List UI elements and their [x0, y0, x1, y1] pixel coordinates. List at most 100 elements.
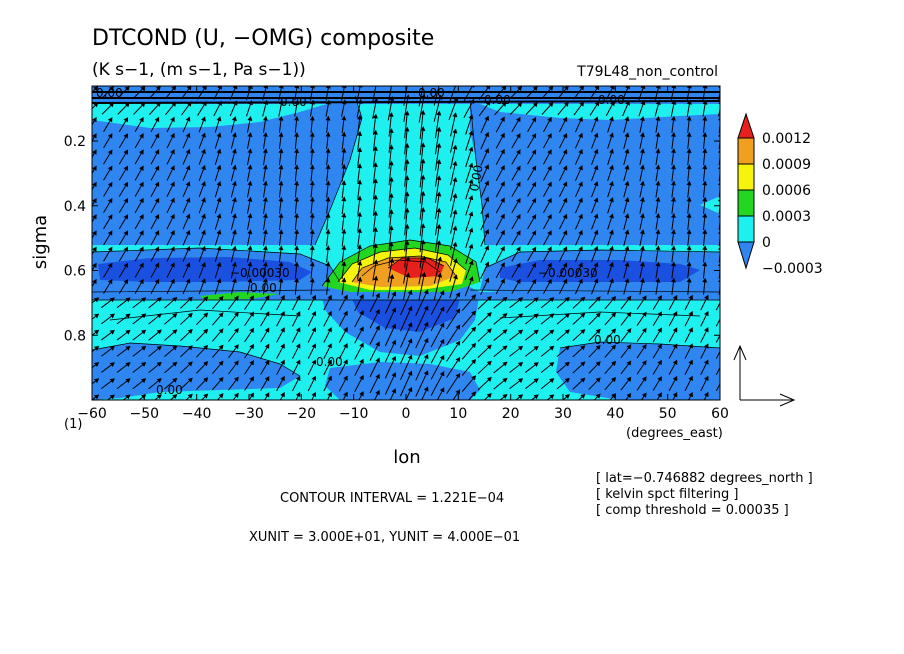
- contour-label: 0.00: [250, 281, 277, 295]
- wind-arrow-head: [624, 277, 630, 284]
- wind-arrow-head: [670, 229, 676, 235]
- wind-arrow-head: [564, 329, 570, 335]
- wind-arrow-head: [407, 354, 413, 360]
- wind-arrow-head: [702, 115, 708, 121]
- wind-arrow-head: [639, 245, 645, 251]
- wind-arrow-head: [357, 276, 363, 282]
- wind-arrow-head: [468, 195, 474, 201]
- wind-arrow-head: [170, 246, 175, 252]
- wind-arrow-head: [719, 362, 720, 363]
- wind-arrow-head: [655, 164, 661, 170]
- wind-arrow-head: [139, 149, 144, 155]
- wind-arrow-head: [423, 289, 429, 295]
- wind-arrow-head: [203, 393, 209, 399]
- wind-arrow: [384, 340, 396, 363]
- wind-arrow-head: [562, 197, 568, 203]
- wind-arrow-head: [249, 392, 255, 398]
- wind-arrow-head: [247, 196, 253, 202]
- wind-arrow: [450, 113, 457, 137]
- wind-arrow: [715, 334, 720, 343]
- wind-arrow: [419, 175, 424, 204]
- wind-arrow-head: [641, 311, 647, 317]
- wind-arrow-head: [420, 158, 426, 164]
- wind-arrow-head: [325, 115, 331, 121]
- wind-arrow-head: [262, 132, 268, 138]
- wind-arrow-head: [562, 213, 568, 220]
- wind-arrow-head: [185, 262, 191, 268]
- wind-arrow-head: [375, 292, 380, 299]
- wind-arrow: [430, 290, 445, 315]
- wind-arrow-head: [452, 112, 458, 118]
- x-axis-units: (degrees_east): [626, 426, 723, 441]
- wind-arrow-head: [391, 372, 397, 378]
- contour-line: [92, 289, 720, 293]
- wind-arrow-head: [515, 214, 521, 220]
- wind-arrow: [419, 191, 424, 220]
- wind-arrow-head: [455, 389, 461, 395]
- wind-arrow-head: [702, 180, 708, 186]
- wind-arrow-head: [404, 126, 410, 132]
- wind-arrow-head: [294, 261, 300, 267]
- wind-arrow-head: [704, 294, 709, 301]
- wind-arrow-head: [562, 165, 568, 171]
- wind-arrow-head: [439, 290, 445, 296]
- wind-arrow-head: [624, 132, 630, 138]
- wind-arrow: [434, 143, 440, 171]
- wind-arrow-head: [154, 149, 160, 155]
- wind-arrow-head: [139, 230, 144, 236]
- wind-arrow-head: [595, 377, 601, 383]
- wind-arrow-head: [262, 115, 268, 121]
- wind-arrow-head: [533, 329, 539, 335]
- wind-arrow-head: [611, 360, 617, 366]
- wind-arrow-head: [203, 328, 209, 334]
- wind-arrow-head: [686, 196, 692, 202]
- wind-arrow-head: [420, 207, 426, 212]
- wind-arrow-head: [233, 328, 239, 334]
- wind-arrow-head: [452, 176, 458, 183]
- wind-arrow-head: [404, 191, 410, 197]
- wind-arrow-head: [468, 243, 474, 249]
- wind-arrow-head: [563, 86, 569, 91]
- wind-arrow-head: [624, 180, 630, 186]
- wind-arrow-head: [295, 327, 301, 333]
- wind-arrow-head: [187, 312, 193, 318]
- wind-arrow-head: [686, 164, 692, 170]
- contour-label: −0.00030: [538, 266, 598, 280]
- contour-lines: [92, 95, 720, 377]
- wind-arrow-head: [156, 345, 162, 351]
- wind-arrow-head: [201, 229, 206, 235]
- wind-arrow-head: [423, 337, 429, 344]
- wind-arrow-head: [437, 256, 443, 262]
- wind-arrow-head: [262, 164, 268, 170]
- wind-arrow: [450, 194, 457, 218]
- wind-arrow-head: [278, 212, 284, 218]
- wind-arrow-head: [594, 101, 600, 107]
- wind-arrow-head: [562, 246, 568, 252]
- wind-arrow-head: [249, 360, 255, 366]
- wind-arrow-head: [580, 361, 586, 367]
- chart-subtitle: (K s−1, (m s−1, Pa s−1)): [92, 60, 306, 80]
- wind-arrow-head: [247, 115, 253, 121]
- wind-arrow-head: [641, 360, 647, 366]
- wind-arrow-head: [170, 149, 175, 155]
- wind-arrow-head: [92, 230, 97, 236]
- wind-arrow-head: [406, 79, 409, 82]
- y-axis-label: sigma: [30, 215, 51, 269]
- wind-arrow-head: [218, 376, 224, 383]
- colorbar: 0.0012 0.0009 0.0006 0.0003 0 −0.0003: [737, 112, 823, 277]
- wind-arrow-head: [468, 162, 474, 168]
- contour-label: 0.00: [598, 93, 625, 107]
- wind-arrow-head: [109, 394, 115, 400]
- wind-arrow-head: [547, 149, 552, 155]
- wind-arrow: [718, 282, 720, 295]
- wind-arrow-head: [532, 102, 538, 108]
- wind-arrow-head: [247, 180, 253, 186]
- wind-arrow-head: [154, 278, 160, 284]
- wind-arrow-head: [262, 229, 268, 235]
- wind-arrow-head: [325, 164, 331, 170]
- wind-arrow-head: [719, 313, 720, 315]
- wind-arrow-head: [185, 213, 191, 219]
- wind-arrow-head: [702, 196, 708, 202]
- wind-arrow-head: [531, 214, 537, 220]
- wind-arrow-head: [139, 262, 144, 268]
